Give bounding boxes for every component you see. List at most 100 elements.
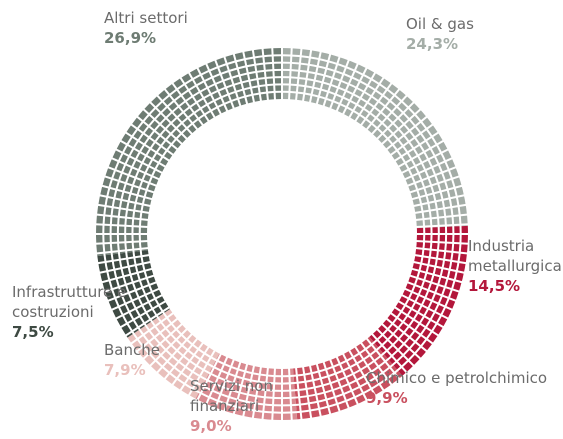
segment-gap — [301, 366, 313, 419]
segment-gap — [409, 175, 461, 194]
segment-gap — [385, 115, 428, 151]
segment-gap — [232, 53, 249, 105]
segment-gap — [242, 364, 256, 418]
segment-gap — [412, 260, 466, 274]
segment-gap — [124, 131, 171, 162]
segment-gap — [288, 47, 293, 101]
segment-gap — [406, 281, 457, 302]
segment-gap — [411, 267, 463, 284]
segment-gap — [242, 50, 256, 104]
segment-gap — [101, 267, 153, 284]
segment-gap — [95, 247, 149, 255]
value-label: 14,5% — [468, 277, 521, 295]
segment-gap — [335, 62, 359, 112]
segment-gap — [130, 311, 175, 345]
slice-label: Banche 7,9% — [104, 340, 194, 380]
segment-gap — [261, 47, 269, 101]
segment-gap — [205, 356, 229, 406]
segment-gap — [385, 317, 428, 353]
value-label: 26,9% — [104, 29, 157, 47]
segment-gap — [114, 148, 164, 175]
segment-gap — [415, 247, 469, 255]
segment-gap — [136, 317, 179, 353]
category-name: Banche — [104, 341, 160, 359]
slice-label: Altri settori 26,9% — [104, 8, 224, 48]
segment-gap — [397, 300, 445, 329]
segment-gap — [214, 358, 235, 409]
segment-gap — [308, 50, 322, 104]
segment-gap — [271, 47, 276, 101]
segment-gap — [205, 62, 229, 112]
value-label: 24,3% — [406, 35, 459, 53]
segment-gap — [348, 349, 377, 397]
category-name: Industria metallurgica — [468, 237, 562, 275]
segment-gap — [110, 157, 160, 181]
segment-gap — [98, 260, 152, 274]
segment-gap — [380, 108, 422, 146]
segment-gap — [103, 274, 155, 293]
segment-gap — [119, 139, 167, 168]
segment-gap — [114, 293, 164, 320]
segment-gap — [136, 115, 179, 151]
segment-gap — [414, 253, 467, 265]
segment-gap — [406, 166, 457, 187]
slice-label: Industria metallurgica 14,5% — [468, 236, 563, 296]
segment-gap — [322, 55, 341, 107]
segment-gap — [163, 88, 199, 131]
segment-gap — [404, 157, 454, 181]
slice-label: Chimico e petrolchimico 9,9% — [366, 368, 563, 408]
value-label: 9,9% — [366, 389, 408, 407]
slice — [293, 336, 403, 420]
segment-gap — [107, 281, 158, 302]
segment-gap — [271, 367, 276, 421]
segment-gap — [301, 49, 313, 102]
segment-gap — [376, 101, 415, 140]
segment-gap — [251, 366, 263, 419]
segment-gap — [223, 361, 242, 413]
segment-gap — [359, 341, 393, 386]
value-label: 7,9% — [104, 361, 146, 379]
segment-gap — [261, 367, 269, 421]
segment-gap — [341, 66, 368, 116]
segment-gap — [329, 59, 350, 110]
segment-gap — [412, 194, 466, 208]
segment-gap — [149, 328, 188, 367]
segment-gap — [196, 352, 223, 402]
category-name: Servizi non finanziari — [190, 377, 273, 415]
category-name: Infrastrutture e costruzioni — [12, 283, 127, 321]
segment-gap — [124, 306, 171, 337]
segment-gap — [179, 76, 210, 123]
segment-gap — [315, 53, 332, 105]
segment-gap — [393, 306, 440, 337]
segment-gap — [295, 47, 303, 101]
category-name: Altri settori — [104, 9, 188, 27]
segment-gap — [149, 101, 188, 140]
segment-gap — [315, 363, 332, 415]
segment-gap — [414, 203, 467, 215]
segment-gap — [232, 363, 249, 415]
segment-gap — [348, 71, 377, 119]
segment-gap — [329, 358, 350, 409]
value-label: 7,5% — [12, 323, 54, 341]
category-name: Oil & gas — [406, 15, 474, 33]
segment-gap — [354, 76, 385, 123]
segment-gap — [171, 341, 205, 386]
segment-gap — [308, 364, 322, 418]
segment-gap — [354, 345, 385, 392]
segment-gap — [295, 367, 303, 421]
segment-gap — [400, 148, 450, 175]
segment-gap — [214, 59, 235, 110]
segment-gap — [119, 300, 167, 329]
segment-gap — [370, 332, 408, 374]
segment-gap — [365, 88, 401, 131]
segment-gap — [389, 123, 434, 157]
segment-gap — [95, 240, 149, 245]
segment-gap — [415, 213, 469, 221]
segment-gap — [341, 352, 368, 402]
segment-gap — [97, 203, 150, 215]
segment-gap — [415, 223, 469, 228]
slice-label: Infrastrutture e costruzioni 7,5% — [12, 282, 137, 342]
segment-gap — [196, 66, 223, 116]
segment-gap — [370, 94, 408, 136]
